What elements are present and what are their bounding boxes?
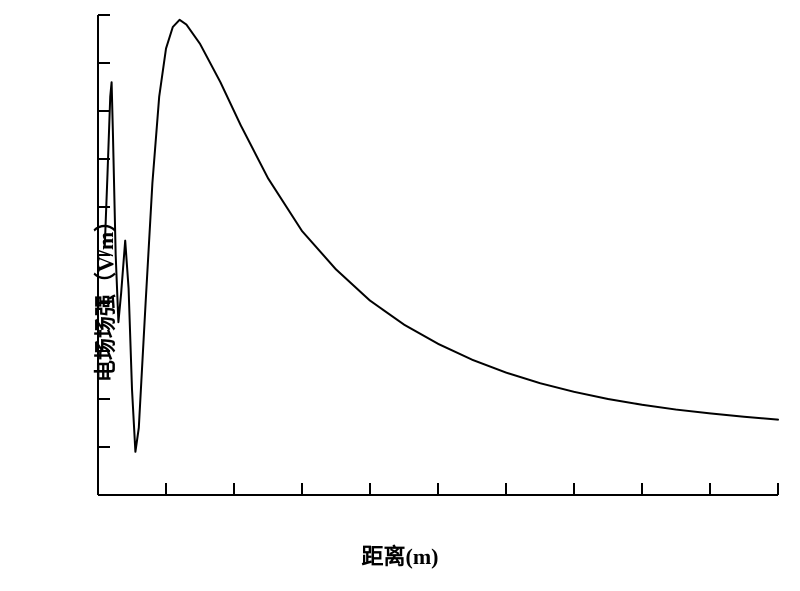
y-axis-label: 电场场强（V/m） — [88, 209, 120, 381]
chart-container: 电场场强（V/m） 距离(m) — [0, 0, 800, 591]
x-axis-label: 距离(m) — [362, 539, 439, 571]
